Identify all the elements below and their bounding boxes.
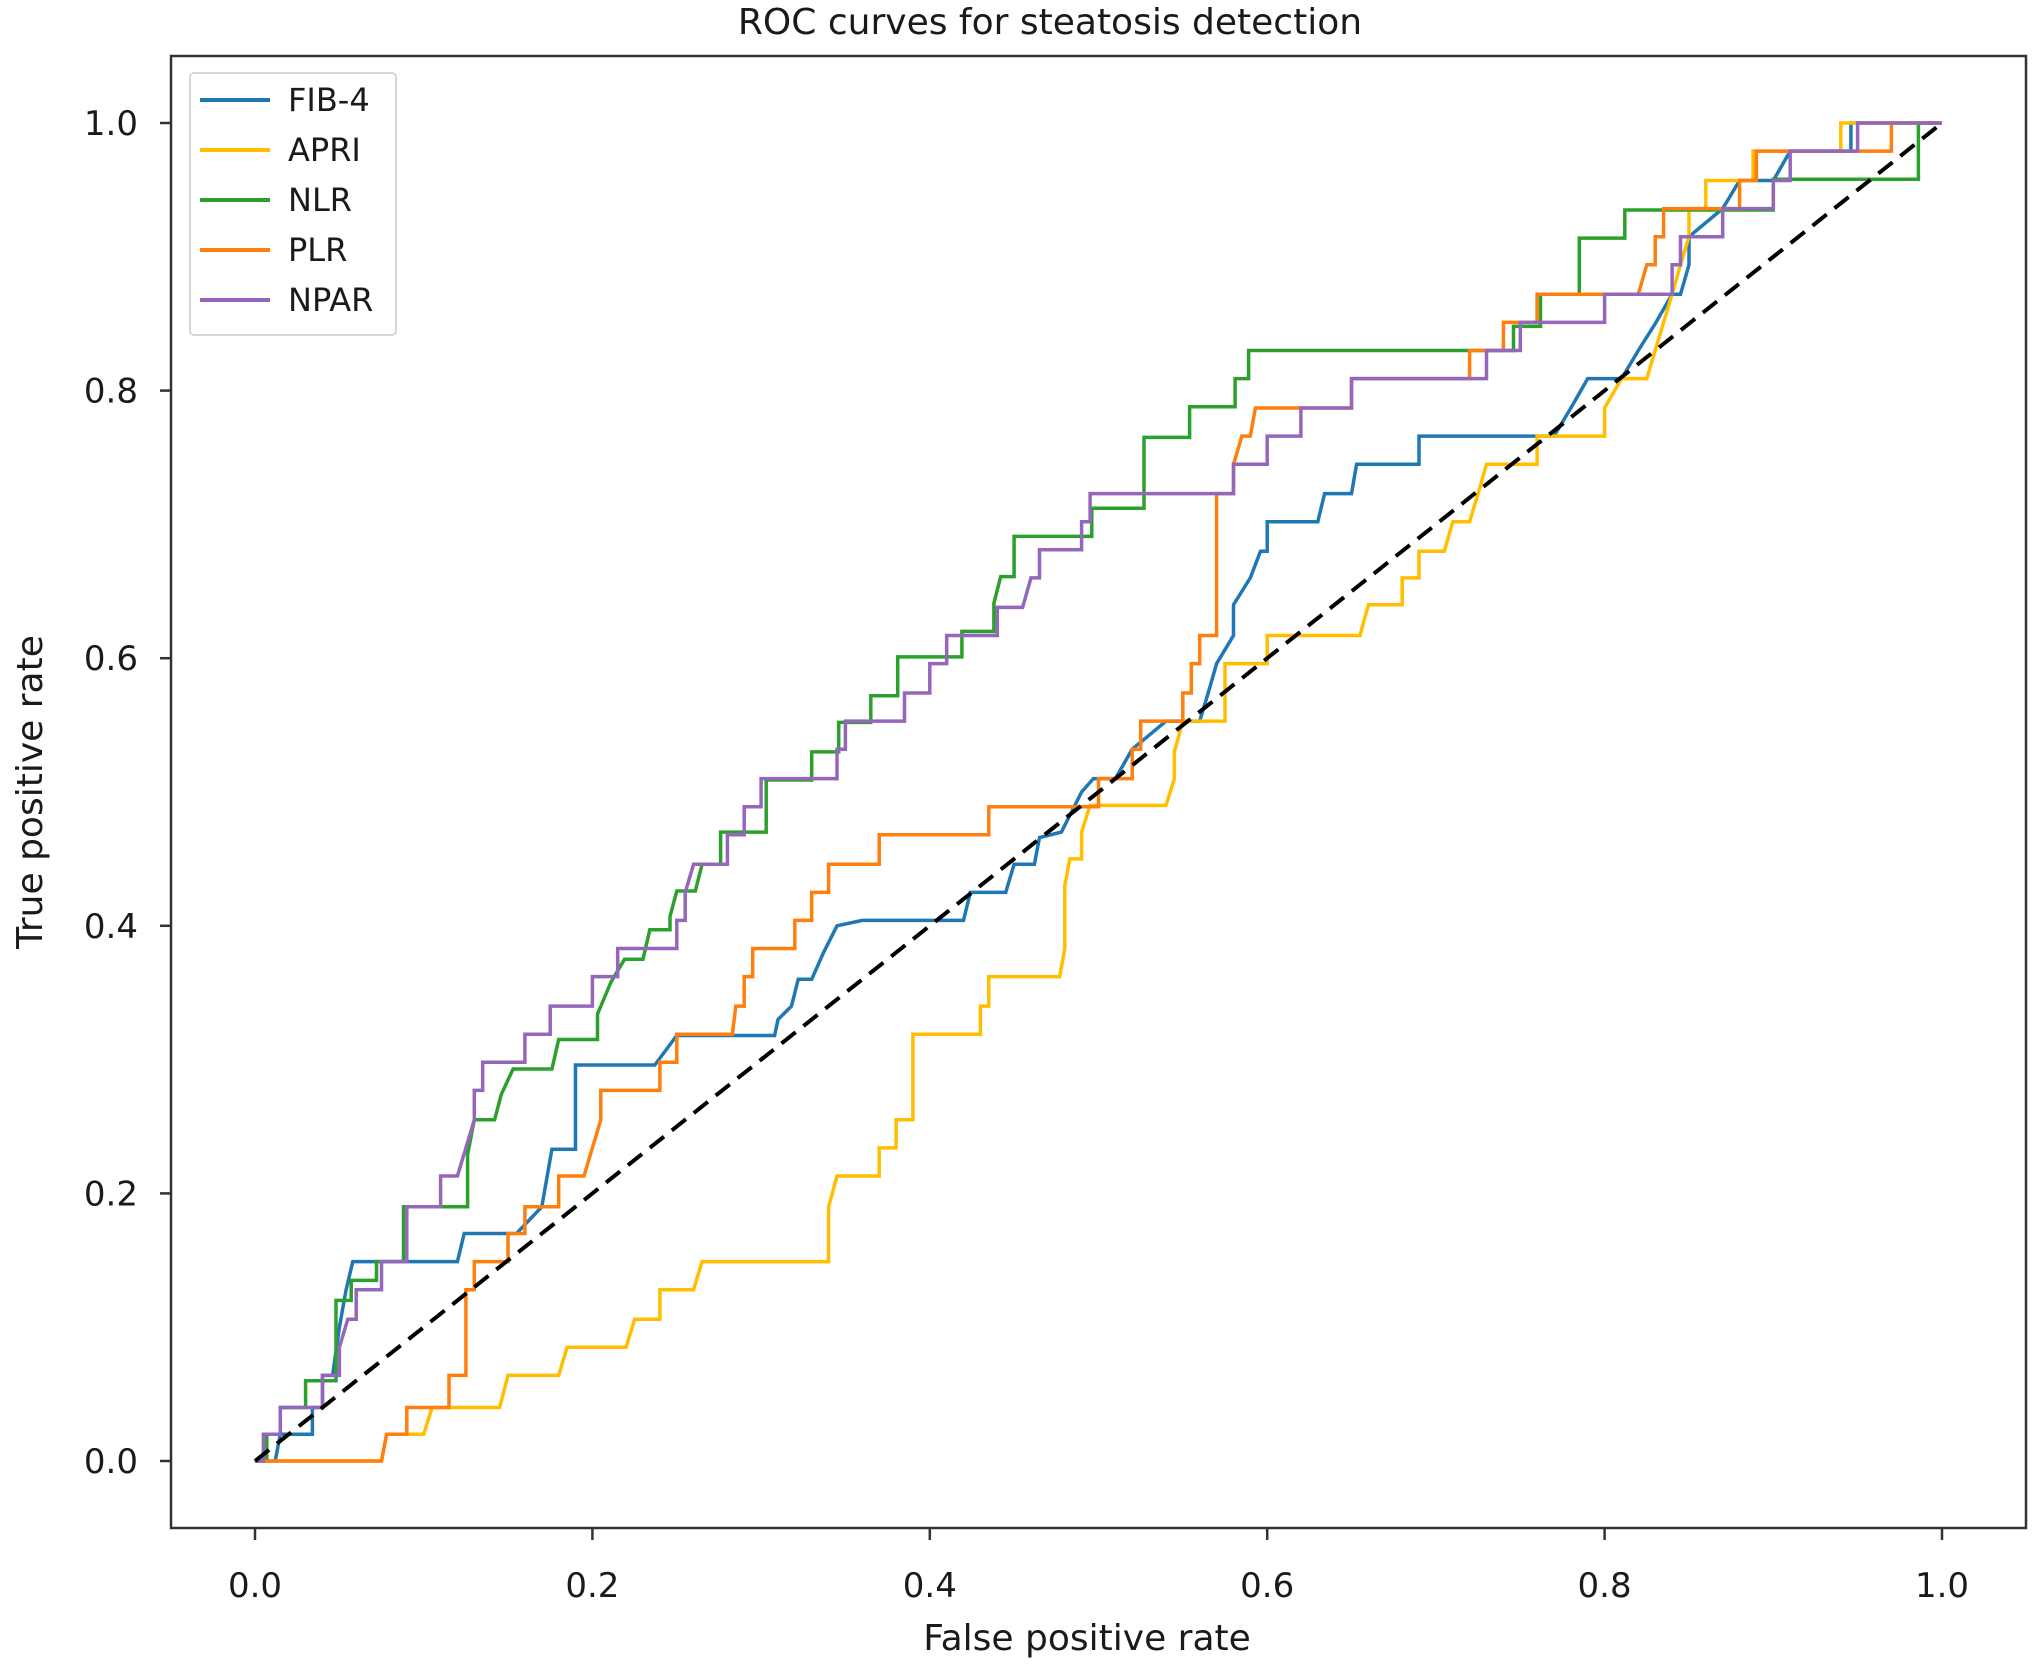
y-tick-label: 0.8 xyxy=(84,372,138,412)
legend-label-nlr: NLR xyxy=(288,181,352,219)
x-axis-ticks: 0.0 0.2 0.4 0.6 0.8 1.0 xyxy=(228,1528,1969,1606)
series-layer xyxy=(255,121,1942,1463)
y-axis-label: True positive rate xyxy=(10,635,51,950)
chart-title: ROC curves for steatosis detection xyxy=(738,2,1362,43)
legend-label-fib-4: FIB-4 xyxy=(288,81,370,119)
series-line-plr xyxy=(255,121,1942,1463)
x-tick-label: 0.6 xyxy=(1240,1566,1294,1606)
y-tick-label: 0.0 xyxy=(84,1442,138,1482)
y-tick-label: 0.2 xyxy=(84,1174,138,1214)
series-line-apri xyxy=(255,121,1942,1463)
y-tick-label: 0.4 xyxy=(84,907,138,947)
legend-label-npar: NPAR xyxy=(288,281,373,319)
y-tick-label: 1.0 xyxy=(84,104,138,144)
x-tick-label: 0.0 xyxy=(228,1566,282,1606)
legend: FIB-4 APRI NLR PLR NPAR xyxy=(189,72,397,336)
series-line-fib-4 xyxy=(255,121,1942,1463)
x-tick-label: 0.4 xyxy=(903,1566,957,1606)
y-axis-ticks: 0.0 0.2 0.4 0.6 0.8 1.0 xyxy=(84,104,171,1482)
legend-box xyxy=(189,72,397,336)
x-tick-label: 0.2 xyxy=(565,1566,619,1606)
x-tick-label: 1.0 xyxy=(1915,1566,1969,1606)
y-tick-label: 0.6 xyxy=(84,639,138,679)
legend-label-apri: APRI xyxy=(288,131,361,169)
legend-label-plr: PLR xyxy=(288,231,347,269)
series-line-npar xyxy=(255,121,1942,1463)
x-tick-label: 0.8 xyxy=(1578,1566,1632,1606)
chance-reference-line xyxy=(253,121,1944,1463)
x-axis-label: False positive rate xyxy=(923,1618,1251,1659)
